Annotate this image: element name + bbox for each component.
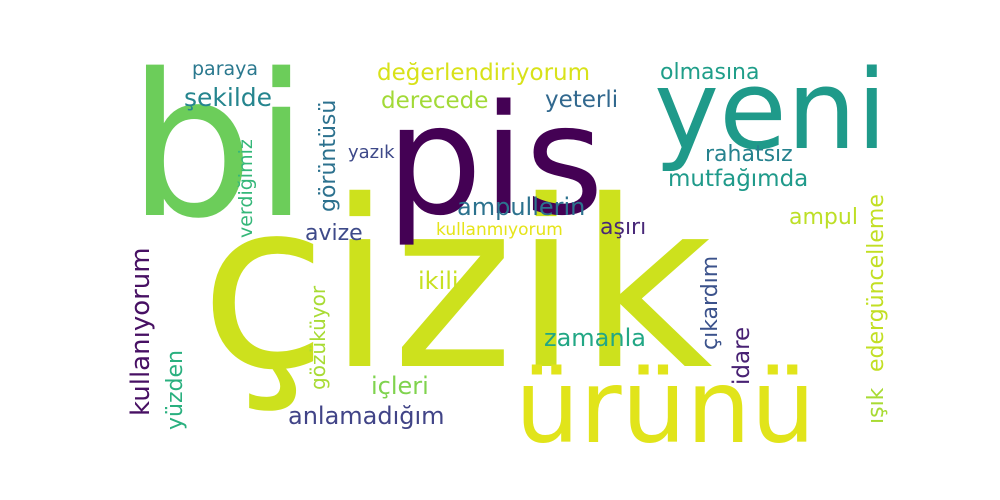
word-asiri: aşırı bbox=[600, 215, 647, 240]
word-isik: ışık bbox=[864, 387, 889, 424]
word-kullanmiyorum: kullanmıyorum bbox=[436, 220, 563, 240]
word-bi: bi bbox=[128, 31, 309, 262]
word-verdigimiz: verdiğimiz bbox=[235, 139, 257, 238]
word-urunu: ürünü bbox=[515, 348, 816, 467]
word-yuzden: yüzden bbox=[163, 350, 188, 430]
word-goruntusu: görüntüsü bbox=[316, 99, 341, 212]
word-cikardim: çıkardım bbox=[698, 255, 723, 350]
word-edergunceleme: edergüncelleme bbox=[864, 194, 889, 372]
word-derecede: derecede bbox=[381, 88, 489, 114]
word-pis: pis bbox=[386, 72, 604, 249]
word-idare: idare bbox=[729, 326, 755, 385]
word-yeterli: yeterli bbox=[545, 87, 619, 113]
word-ampul: ampul bbox=[789, 205, 858, 230]
word-avize: avize bbox=[305, 221, 363, 246]
word-kullaniyorum: kullanıyorum bbox=[126, 247, 156, 416]
word-yeni: yeni bbox=[654, 46, 888, 174]
word-gozukuyor: gözüküyor bbox=[306, 285, 330, 390]
word-anlamadigim: anlamadığım bbox=[288, 402, 445, 430]
word-olmasina: olmasına bbox=[660, 60, 760, 85]
word-ikili: ikili bbox=[418, 267, 459, 295]
word-degerlendiriyorum: değerlendiriyorum bbox=[377, 60, 591, 86]
word-ampullerin: ampullerin bbox=[457, 193, 586, 221]
word-zamanla: zamanla bbox=[544, 324, 646, 352]
word-yazik: yazık bbox=[348, 142, 395, 163]
word-icleri: içleri bbox=[371, 372, 429, 400]
word-mutfagimda: mutfağımda bbox=[668, 166, 809, 192]
word-sekilde: şekilde bbox=[184, 83, 273, 112]
word-rahatsiz: rahatsız bbox=[705, 142, 793, 167]
word-paraya: paraya bbox=[192, 58, 259, 80]
word-cizik: çizik bbox=[200, 151, 713, 421]
